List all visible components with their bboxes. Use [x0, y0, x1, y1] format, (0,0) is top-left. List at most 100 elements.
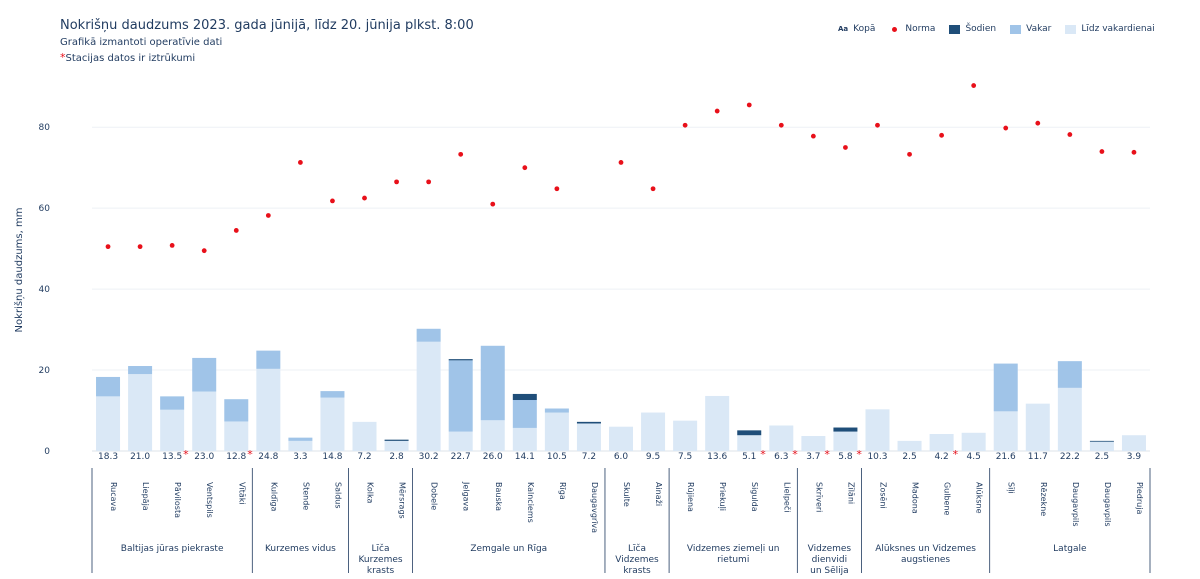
total-label: 21.6 [996, 452, 1016, 462]
station-label: Kalnciems [526, 482, 535, 523]
bar-yesterday [544, 408, 569, 413]
group-label: Līča Kurzemes krasts [358, 543, 402, 576]
norm-point [265, 213, 271, 218]
total-label: 5.1 [742, 452, 756, 462]
total-label: 6.0 [614, 452, 629, 462]
station-label: Vītāki [237, 482, 246, 505]
station-label: Sīļi [1006, 482, 1016, 494]
legend-item-yesterday[interactable]: Vakar [1010, 24, 1051, 34]
group-label: Vidzemes ziemeļi un rietumi [687, 544, 780, 565]
station-label: Ainaži [654, 482, 663, 506]
bar-until-yesterday [160, 409, 185, 451]
norm-point [137, 244, 143, 250]
total-label: 2.5 [902, 452, 916, 462]
total-label: 13.5 [162, 452, 182, 462]
bar-until-yesterday [769, 425, 794, 451]
bar-today [576, 421, 601, 424]
norm-point [1067, 132, 1073, 137]
total-label: 24.8 [258, 452, 278, 462]
station-label: Mērsrags [398, 482, 407, 519]
bar-yesterday [128, 366, 153, 375]
red-dot-icon [892, 26, 898, 32]
norm-point [169, 243, 175, 248]
total-label: 3.3 [293, 452, 307, 462]
legend-item-norm[interactable]: Norma [889, 24, 935, 34]
total-label: 22.7 [451, 452, 471, 462]
bar-until-yesterday [224, 421, 249, 451]
y-axis-label: Nokrišņu daudzums, mm [13, 208, 25, 333]
station-label: Bauska [494, 482, 503, 511]
station-label: Stende [301, 482, 310, 510]
y-tick-label: 40 [39, 285, 51, 295]
bar-until-yesterday [416, 341, 441, 451]
station-label: Rēzekne [1039, 482, 1048, 516]
station-label: Zīlāni [846, 482, 855, 504]
station-label: Priekuļi [717, 482, 727, 511]
station-label: Pāvilosta [173, 482, 182, 518]
bar-yesterday [320, 391, 345, 398]
legend-item-today[interactable]: Šodien [949, 24, 996, 34]
bar-yesterday [416, 328, 441, 342]
total-label: 5.8 [838, 452, 853, 462]
missing-data-note-text: Stacijas datos ir iztrūkumi [65, 53, 196, 64]
legend-label-until-yesterday: Līdz vakardienai [1081, 24, 1155, 34]
total-label: 13.6 [707, 452, 727, 462]
group-label: Zemgale un Rīga [470, 544, 547, 554]
norm-point [426, 179, 432, 185]
station-label: Liepāja [141, 482, 150, 511]
norm-point [843, 145, 848, 150]
bar-until-yesterday [961, 432, 986, 451]
bar-until-yesterday [673, 420, 698, 451]
bar-until-yesterday [897, 440, 922, 451]
norm-point [810, 133, 816, 139]
station-label: Skulte [622, 482, 631, 507]
bar-until-yesterday [544, 412, 569, 451]
station-label: Sigulda [750, 482, 759, 512]
bar-yesterday [480, 345, 505, 421]
legend-label-total: Kopā [853, 24, 876, 34]
station-label: Rīga [558, 482, 567, 500]
missing-star-icon: * [824, 448, 830, 461]
total-label: 2.5 [1095, 452, 1109, 462]
station-label: Alūksne [975, 482, 984, 514]
missing-star-icon: * [247, 448, 253, 461]
legend-item-total[interactable]: Aa Kopā [838, 24, 875, 34]
legend-item-until-yesterday[interactable]: Līdz vakardienai [1065, 24, 1155, 34]
norm-point [746, 102, 752, 108]
legend-label-today: Šodien [965, 24, 997, 34]
total-label: 7.2 [582, 452, 596, 462]
yesterday-swatch-icon [1010, 24, 1022, 34]
station-label: Kolka [366, 482, 375, 503]
station-label: Piedruja [1135, 482, 1144, 514]
bar-today [512, 393, 537, 401]
missing-star-icon: * [183, 448, 189, 461]
norm-point [522, 165, 528, 171]
bar-until-yesterday [384, 440, 409, 451]
y-tick-label: 20 [39, 366, 51, 376]
bar-until-yesterday [448, 431, 473, 451]
bar-yesterday [448, 360, 473, 432]
norm-point [1003, 125, 1009, 131]
y-tick-label: 0 [44, 447, 50, 457]
total-label: 9.5 [646, 452, 660, 462]
until-yesterday-swatch-icon [1065, 24, 1077, 34]
bar-until-yesterday [1057, 387, 1082, 451]
missing-star-icon: * [953, 448, 959, 461]
legend-label-yesterday: Vakar [1026, 24, 1052, 34]
bar-yesterday [192, 357, 217, 392]
bar-until-yesterday [801, 436, 826, 451]
bar-yesterday [288, 437, 313, 441]
group-label: Latgale [1053, 544, 1087, 554]
total-label: 18.3 [98, 452, 118, 462]
norm-point [362, 195, 367, 201]
norm-point [971, 83, 977, 88]
total-label: 23.0 [194, 452, 214, 462]
bar-today [737, 430, 762, 436]
total-label: 10.5 [547, 452, 567, 462]
norm-point [233, 228, 239, 233]
norm-point [105, 244, 111, 250]
bar-until-yesterday [833, 431, 858, 451]
chart-subtitle: Grafikā izmantoti operatīvie dati [60, 37, 223, 48]
total-label: 22.2 [1060, 452, 1080, 462]
total-label: 7.2 [357, 452, 371, 462]
